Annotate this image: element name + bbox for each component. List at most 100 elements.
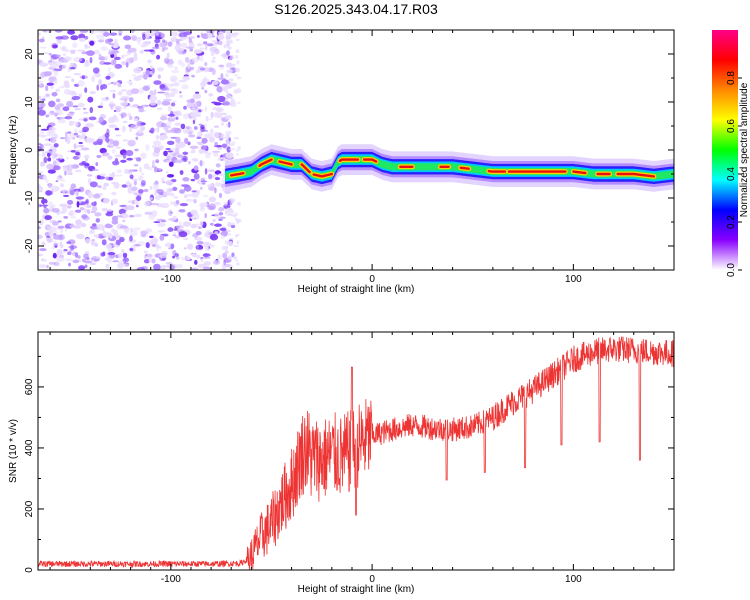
noise-blob (43, 30, 47, 33)
noise-blob (228, 86, 232, 88)
noise-blob (113, 81, 117, 86)
noise-blob (105, 137, 110, 143)
noise-blob (87, 96, 94, 103)
noise-blob (211, 101, 218, 104)
noise-blob (93, 141, 99, 146)
noise-blob (66, 156, 69, 160)
noise-blob (150, 202, 159, 206)
noise-blob (227, 46, 232, 50)
noise-blob (111, 215, 119, 222)
noise-blob (78, 141, 83, 145)
noise-blob (235, 259, 239, 262)
noise-blob (82, 130, 87, 133)
noise-blob (186, 194, 193, 197)
noise-blob (79, 37, 86, 42)
noise-blob (149, 100, 157, 106)
noise-blob (157, 67, 165, 72)
noise-blob (38, 38, 45, 43)
colorbar-tick-label: 0.4 (726, 167, 737, 181)
noise-blob (213, 152, 219, 157)
noise-blob (90, 210, 96, 214)
noise-blob (161, 177, 165, 182)
noise-blob (91, 205, 98, 212)
colorbar-tick-label: 0.6 (726, 119, 737, 133)
noise-blob (78, 145, 85, 148)
noise-blob (83, 208, 88, 214)
noise-blob (231, 33, 237, 38)
noise-blob (38, 109, 46, 116)
noise-blob (43, 259, 48, 262)
noise-blob (67, 251, 72, 256)
noise-blob (125, 185, 131, 188)
noise-blob (195, 91, 200, 95)
noise-blob (199, 207, 206, 212)
noise-blob (157, 222, 166, 227)
noise-blob (220, 232, 226, 236)
noise-blob (49, 136, 57, 143)
noise-blob (114, 63, 123, 69)
noise-blob (38, 226, 42, 229)
noise-blob (108, 66, 111, 73)
noise-blob (204, 123, 207, 130)
noise-blob (48, 232, 54, 237)
noise-blob (200, 258, 204, 263)
noise-blob (166, 187, 171, 192)
noise-blob (121, 249, 125, 254)
noise-blob (180, 257, 186, 261)
x-tick-label: 100 (565, 574, 582, 585)
noise-blob (180, 123, 186, 130)
snr-ylabel: SNR (10 * v/v) (8, 419, 19, 483)
colorbar-tick-label: 0.0 (726, 263, 737, 277)
noise-blob (190, 209, 198, 215)
noise-blob (65, 258, 74, 262)
noise-blob (181, 42, 188, 48)
noise-blob (187, 243, 193, 250)
noise-blob (38, 234, 43, 239)
noise-blob (229, 148, 236, 151)
noise-blob (201, 182, 206, 185)
noise-blob (91, 201, 97, 207)
y-tick-label: 0 (24, 567, 35, 573)
noise-blob (100, 46, 108, 51)
noise-blob (133, 180, 137, 186)
noise-blob (53, 242, 59, 246)
noise-blob (228, 78, 234, 82)
noise-blob (96, 84, 99, 91)
noise-blob (103, 182, 109, 187)
signal-core-hot (459, 166, 470, 170)
noise-blob (204, 212, 207, 219)
noise-blob (204, 130, 209, 132)
noise-blob (216, 86, 223, 93)
noise-blob (104, 132, 110, 139)
noise-blob (122, 219, 126, 223)
noise-blob (154, 190, 158, 196)
noise-blob (57, 225, 65, 229)
noise-blob (165, 95, 170, 98)
noise-blob (174, 66, 178, 70)
signal-core-hot (616, 172, 656, 178)
y-tick-label: 600 (24, 378, 35, 395)
noise-blob (182, 127, 187, 134)
noise-blob (95, 218, 101, 223)
noise-blob (167, 105, 172, 112)
noise-blob (219, 66, 225, 70)
noise-blob (228, 63, 233, 66)
noise-blob (230, 63, 236, 66)
noise-blob (76, 223, 80, 228)
y-tick-label: 10 (24, 96, 35, 108)
noise-blob (128, 97, 134, 103)
noise-blob (88, 116, 97, 121)
noise-blob (153, 166, 158, 173)
noise-blob (185, 126, 191, 130)
noise-blob (229, 198, 235, 202)
noise-blob (59, 58, 69, 63)
noise-blob (72, 105, 79, 108)
noise-blob (192, 158, 199, 162)
noise-blob (125, 62, 129, 68)
noise-blob (126, 81, 133, 84)
noise-blob (110, 59, 115, 66)
noise-blob (198, 123, 203, 126)
noise-blob (78, 93, 83, 98)
noise-blob (48, 100, 56, 108)
